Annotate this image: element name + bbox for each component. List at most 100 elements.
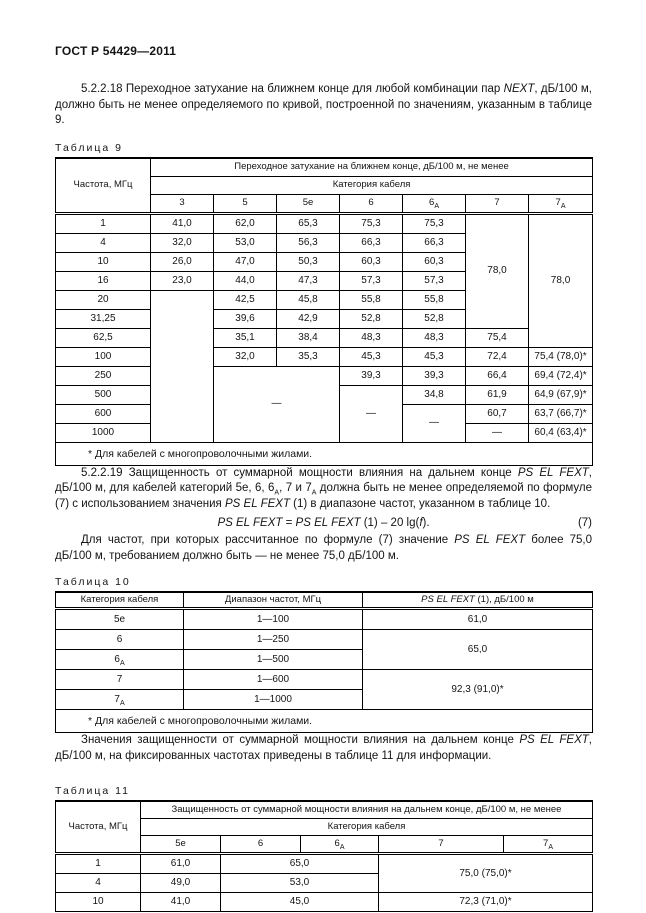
range-cell: 1—100 bbox=[183, 608, 363, 630]
t9-freq-header: Частота, МГц bbox=[55, 156, 151, 215]
data-cell: 53,0 bbox=[213, 232, 277, 253]
formula-var: PS EL FEXT bbox=[295, 517, 361, 529]
cat-label: 5е bbox=[175, 838, 186, 849]
text-run-italic: PS EL FEXT bbox=[421, 594, 475, 605]
table-row: 6А 1—500 bbox=[55, 649, 593, 670]
freq-cell: 4 bbox=[55, 232, 151, 253]
freq-cell: 1 bbox=[55, 853, 141, 874]
text-run: Для частот, при которых рассчитанное по … bbox=[81, 534, 455, 546]
text-run: (1) в диапазоне частот, указанном в табл… bbox=[289, 497, 551, 510]
cat-label: 6 bbox=[334, 838, 340, 849]
data-cell: 35,3 bbox=[276, 346, 340, 367]
range-cell: 1—1000 bbox=[183, 689, 363, 710]
t11-title-header: Защищенность от суммарной мощности влиян… bbox=[139, 800, 594, 819]
table-row: 500 — 34,8 61,9 64,9 (67,9)* bbox=[55, 384, 594, 443]
freq-cell: 500 bbox=[55, 384, 151, 405]
data-cell: 60,3 bbox=[339, 251, 403, 272]
table-row: 20 42,5 45,8 55,8 55,8 bbox=[55, 289, 593, 443]
data-cell-merged: 75,0 (75,0)* bbox=[377, 853, 594, 893]
data-cell: 66,4 bbox=[465, 365, 529, 386]
data-cell: 47,3 bbox=[276, 270, 340, 291]
cat-label: 6 bbox=[114, 653, 120, 665]
data-cell: 52,8 bbox=[339, 308, 403, 329]
data-cell: 42,9 bbox=[276, 308, 340, 329]
text-run: Значения защищенности от суммарной мощно… bbox=[81, 734, 520, 746]
freq-cell: 31,25 bbox=[55, 308, 151, 329]
data-cell: 50,3 bbox=[276, 251, 340, 272]
data-cell: 75,3 bbox=[402, 212, 466, 234]
freq-cell: 1000 bbox=[55, 422, 151, 443]
cat-label: 3 bbox=[179, 197, 185, 208]
freq-cell: 10 bbox=[55, 251, 151, 272]
t9-footnote: * Для кабелей с многопроволочными жилами… bbox=[54, 441, 594, 466]
t11-freq-header: Частота, МГц bbox=[55, 800, 141, 855]
data-cell: 57,3 bbox=[402, 270, 466, 291]
text-run-italic: NEXT bbox=[503, 83, 535, 95]
para-5-2-2-18: 5.2.2.18 Переходное затухание на ближнем… bbox=[55, 82, 592, 129]
cat-label: 7 bbox=[555, 197, 561, 208]
t9-title-header: Переходное затухание на ближнем конце, д… bbox=[149, 156, 594, 177]
cat-label: 7 bbox=[116, 673, 123, 685]
freq-cell: 600 bbox=[55, 403, 151, 424]
freq-cell: 20 bbox=[55, 289, 151, 310]
data-cell: 66,3 bbox=[402, 232, 466, 253]
text-run-italic: PS EL FEXT bbox=[454, 534, 526, 546]
table-row: 10 41,0 45,0 72,3 (71,0)* bbox=[55, 892, 594, 912]
formula-var: PS EL FEXT bbox=[217, 517, 283, 529]
freq-cell: 100 bbox=[55, 346, 151, 367]
data-cell: 45,3 bbox=[402, 346, 466, 367]
cat-label: 7 bbox=[438, 838, 444, 849]
cat-cell: 5е bbox=[55, 608, 184, 630]
footnote-row: * Для кабелей с многопроволочными жилами… bbox=[55, 709, 593, 733]
text-run: 5.2.2.19 Защищенность от суммарной мощно… bbox=[81, 466, 518, 479]
data-cell: 57,3 bbox=[339, 270, 403, 291]
data-cell-merged: 92,3 (91,0)* bbox=[362, 669, 593, 710]
text-run-italic: PS EL FEXT bbox=[517, 466, 589, 479]
range-cell: 1—250 bbox=[183, 629, 363, 650]
t9-cat-col: 7А bbox=[527, 193, 594, 215]
data-cell: 61,9 bbox=[465, 384, 529, 405]
freq-cell: 1 bbox=[55, 212, 151, 234]
text-run: должна быть не менее определяемой по фор… bbox=[55, 482, 592, 510]
data-cell-merged: 78,0 bbox=[465, 212, 529, 329]
cat-label: 5е bbox=[113, 613, 126, 625]
data-cell: 75,4 bbox=[465, 327, 529, 348]
data-cell-merged: 72,3 (71,0)* bbox=[377, 892, 594, 912]
text-run-italic: PS EL FEXT bbox=[224, 497, 290, 510]
data-cell: 38,4 bbox=[276, 327, 340, 348]
t11-cat-col: 7А bbox=[502, 835, 594, 855]
data-cell: 55,8 bbox=[402, 289, 466, 310]
data-cell: 23,0 bbox=[150, 270, 214, 291]
footnote-row: * Для кабелей с многопроволочными жилами… bbox=[54, 441, 594, 466]
data-cell: 75,4 (78,0)* bbox=[527, 346, 594, 367]
data-cell-dash: — bbox=[402, 403, 466, 443]
data-cell: 69,4 (72,4)* bbox=[527, 365, 594, 386]
table-row: 7 1—600 92,3 (91,0)* bbox=[55, 669, 593, 710]
data-cell: 45,8 bbox=[276, 289, 340, 310]
table-row: 5е 1—100 61,0 bbox=[55, 608, 593, 630]
formula-text: PS EL FEXT = PS EL FEXT (1) – 20 lg(f). bbox=[217, 517, 429, 529]
data-cell: 75,3 bbox=[339, 212, 403, 234]
cat-cell: 6 bbox=[55, 629, 184, 650]
text-run: , дБ/100 м, на фиксированных частотах пр… bbox=[55, 734, 592, 762]
t9-cat-col: 6А bbox=[402, 193, 466, 215]
data-cell: 41,0 bbox=[140, 892, 221, 912]
data-cell-merged: 45,0 bbox=[220, 892, 379, 912]
data-cell-empty bbox=[150, 289, 214, 443]
t9-cat-col: 5е bbox=[276, 193, 340, 215]
para-frequencies: Для частот, при которых рассчитанное по … bbox=[55, 533, 592, 564]
table-row: 1 61,0 65,0 75,0 (75,0)* bbox=[55, 853, 594, 893]
text-run: = bbox=[282, 517, 296, 529]
formula-7: PS EL FEXT = PS EL FEXT (1) – 20 lg(f). … bbox=[55, 517, 592, 529]
data-cell: 55,8 bbox=[339, 289, 403, 310]
data-cell-merged: 53,0 bbox=[220, 873, 379, 893]
cat-label: 7 bbox=[494, 197, 500, 208]
data-cell: 61,0 bbox=[362, 608, 593, 630]
data-cell-merged: 65,0 bbox=[220, 853, 379, 874]
t11-cat-col: 6А bbox=[300, 835, 379, 855]
data-cell: 32,0 bbox=[213, 346, 277, 367]
table-row: 16 23,0 44,0 47,3 57,3 57,3 bbox=[55, 270, 593, 291]
data-cell: 48,3 bbox=[339, 327, 403, 348]
text-run: , дБ/100 м, для кабелей категорий 5е, 6,… bbox=[55, 466, 592, 495]
data-cell: 60,4 (63,4)* bbox=[527, 422, 594, 443]
